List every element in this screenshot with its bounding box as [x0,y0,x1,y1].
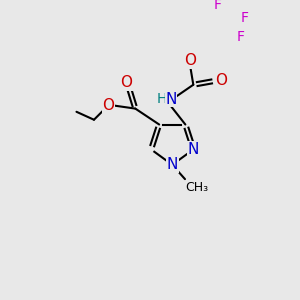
Text: O: O [120,75,132,90]
Text: F: F [236,30,244,44]
Text: CH₃: CH₃ [185,182,208,194]
Text: F: F [213,0,221,12]
Text: O: O [102,98,114,113]
Text: F: F [240,11,248,25]
Text: H: H [156,92,167,106]
Text: N: N [165,92,177,106]
Text: O: O [184,53,196,68]
Text: O: O [215,73,227,88]
Text: N: N [167,157,178,172]
Text: N: N [188,142,199,157]
